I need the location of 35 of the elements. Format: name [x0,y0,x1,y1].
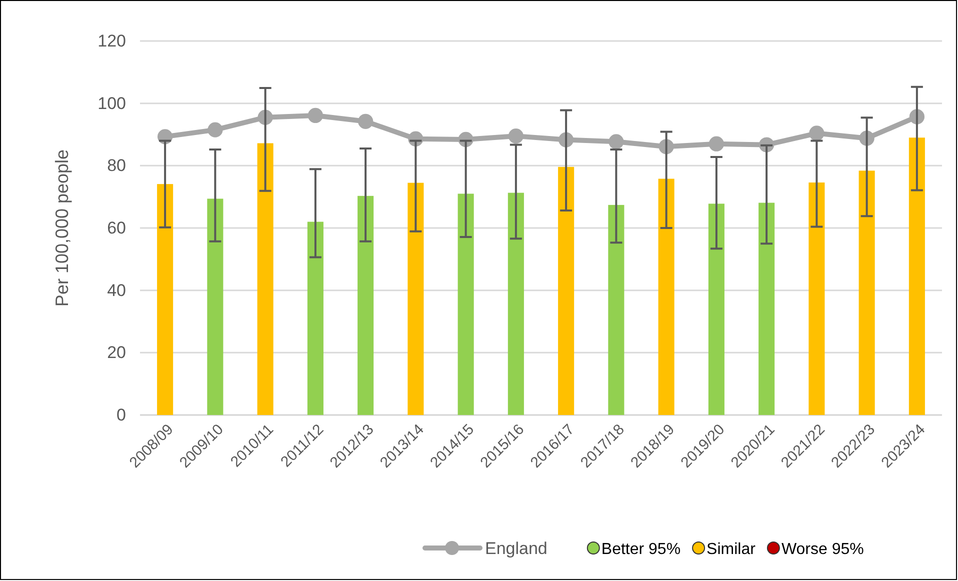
bar [608,204,624,415]
point [809,126,824,141]
y-tick-label: 20 [107,343,126,362]
bar [257,143,274,415]
bar [358,196,374,415]
point [708,136,724,152]
y-tick-label: 80 [107,156,126,176]
bar [508,192,524,415]
point [358,114,374,129]
bar [207,198,224,415]
y-tick-label: 40 [107,280,126,300]
point [208,122,223,138]
y-axis-title: Per 100,000 people [52,149,72,307]
legend-label: Similar [706,541,756,558]
bar [808,182,825,415]
bar [658,178,674,415]
legend-label: Worse 95% [781,541,864,558]
point [608,134,624,150]
y-tick-label: 120 [98,31,126,50]
bar [858,170,875,415]
bar [708,204,724,415]
bar [307,222,324,415]
y-tick-label: 0 [116,405,126,424]
y-tick-label: 60 [107,218,126,238]
bar [408,182,424,415]
legend-label: Better 95% [601,541,681,558]
y-tick-label: 100 [98,94,126,113]
point [308,108,324,124]
bar [908,138,925,415]
legend-label: England [485,539,548,558]
bar [157,184,174,415]
bar [458,194,474,415]
bar [558,166,574,415]
point [508,128,524,144]
bar [758,202,775,415]
